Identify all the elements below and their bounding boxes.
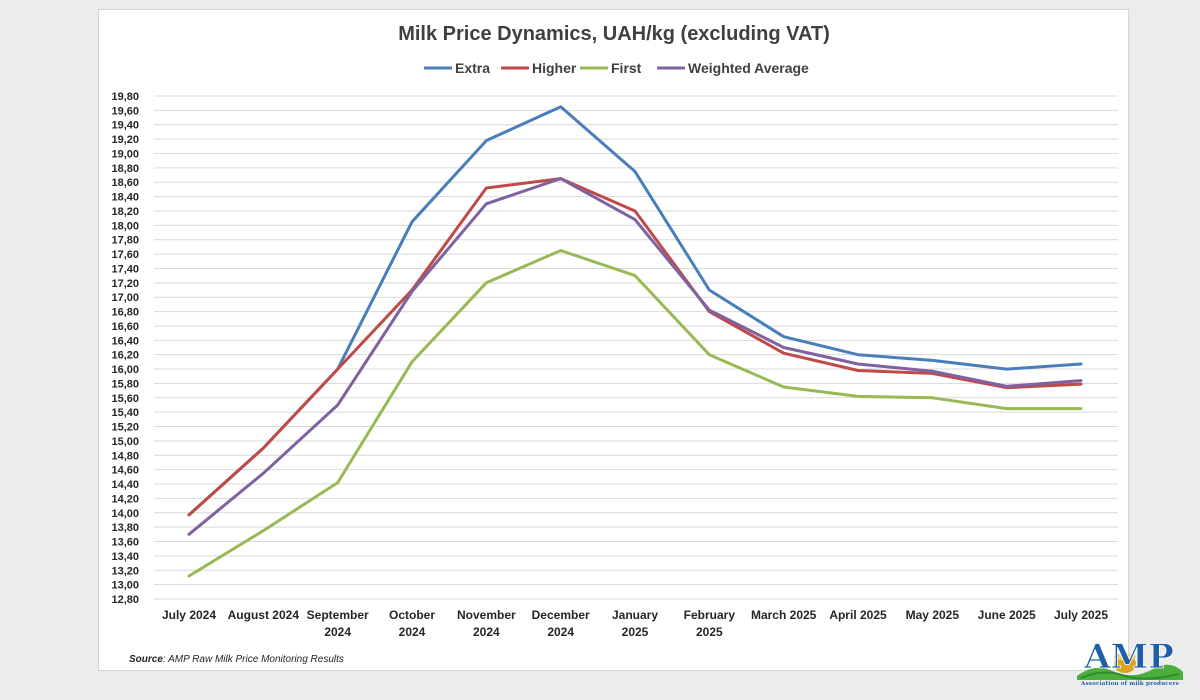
y-tick-label: 16,40 (111, 335, 139, 347)
x-tick-label: April 2025 (829, 608, 887, 622)
amp-logo: AMP Association of milk producers (1075, 632, 1185, 694)
y-tick-label: 14,80 (111, 450, 139, 462)
chart-legend: Extra Higher First Weighted Average (424, 60, 809, 76)
x-tick-label: November (457, 608, 516, 622)
series-line-weighted-average (187, 177, 1083, 536)
y-tick-label: 13,20 (111, 565, 139, 577)
y-tick-label: 14,40 (111, 479, 139, 491)
y-tick-label: 16,80 (111, 307, 139, 319)
y-tick-label: 13,60 (111, 537, 139, 549)
y-tick-label: 18,20 (111, 206, 139, 218)
x-tick-label: June 2025 (978, 608, 1036, 622)
x-tick-label: May 2025 (906, 608, 960, 622)
y-tick-label: 12,80 (111, 594, 139, 606)
x-tick-label: 2024 (547, 625, 574, 639)
logo-wordmark: AMP (1083, 637, 1174, 677)
y-tick-label: 19,60 (111, 105, 139, 117)
y-tick-label: 18,60 (111, 177, 139, 189)
y-tick-label: 17,40 (111, 263, 139, 275)
y-tick-label: 17,80 (111, 235, 139, 247)
y-tick-label: 15,80 (111, 378, 139, 390)
x-tick-label: 2024 (473, 625, 500, 639)
y-tick-label: 14,20 (111, 493, 139, 505)
y-tick-label: 18,00 (111, 220, 139, 232)
y-tick-label: 15,20 (111, 422, 139, 434)
x-tick-label: October (389, 608, 435, 622)
legend-label: Extra (455, 60, 490, 76)
series-line-higher (187, 177, 1083, 517)
y-tick-label: 18,40 (111, 192, 139, 204)
legend-label: Higher (532, 60, 577, 76)
series-line-first (187, 249, 1083, 578)
x-tick-label: 2025 (696, 625, 723, 639)
source-note: Source: AMP Raw Milk Price Monitoring Re… (129, 654, 344, 665)
y-tick-label: 13,80 (111, 522, 139, 534)
y-tick-label: 15,40 (111, 407, 139, 419)
y-tick-label: 19,20 (111, 134, 139, 146)
y-tick-label: 15,60 (111, 393, 139, 405)
x-tick-label: December (532, 608, 590, 622)
legend-label: First (611, 60, 642, 76)
x-tick-label: February (684, 608, 736, 622)
chart-title: Milk Price Dynamics, UAH/kg (excluding V… (398, 23, 830, 45)
line-chart: Milk Price Dynamics, UAH/kg (excluding V… (111, 23, 1118, 639)
x-tick-label: 2024 (324, 625, 351, 639)
y-tick-label: 14,60 (111, 465, 139, 477)
y-tick-label: 13,00 (111, 580, 139, 592)
x-tick-label: July 2024 (162, 608, 216, 622)
amp-logo-mark: AMP (1077, 637, 1183, 680)
x-tick-label: 2025 (622, 625, 649, 639)
series-lines (187, 105, 1083, 578)
x-tick-label: September (307, 608, 369, 622)
y-tick-label: 13,40 (111, 551, 139, 563)
y-tick-label: 17,60 (111, 249, 139, 261)
y-tick-label: 19,80 (111, 91, 139, 103)
chart-area: Milk Price Dynamics, UAH/kg (excluding V… (98, 9, 1129, 671)
logo-subtitle: Association of milk producers (1081, 681, 1179, 687)
y-tick-label: 17,00 (111, 292, 139, 304)
y-tick-label: 17,20 (111, 278, 139, 290)
y-axis-ticks: 12,80 13,00 13,20 13,40 13,60 13,80 14,00 14,20… (111, 91, 139, 606)
x-tick-label: July 2025 (1054, 608, 1108, 622)
x-tick-label: March 2025 (751, 608, 817, 622)
x-axis-ticks: July 2024 August 2024 September 2024 October… (162, 608, 1108, 639)
y-tick-label: 16,00 (111, 364, 139, 376)
x-tick-label: January (612, 608, 658, 622)
x-tick-label: August 2024 (228, 608, 300, 622)
y-tick-label: 16,60 (111, 321, 139, 333)
legend-label: Weighted Average (688, 60, 809, 76)
source-label: Source (129, 654, 163, 665)
y-tick-label: 16,20 (111, 350, 139, 362)
y-tick-label: 18,80 (111, 163, 139, 175)
source-text: : AMP Raw Milk Price Monitoring Results (162, 654, 344, 665)
y-tick-label: 15,00 (111, 436, 139, 448)
y-tick-label: 14,00 (111, 508, 139, 520)
x-tick-label: 2024 (399, 625, 426, 639)
y-tick-label: 19,00 (111, 148, 139, 160)
y-tick-label: 19,40 (111, 120, 139, 132)
